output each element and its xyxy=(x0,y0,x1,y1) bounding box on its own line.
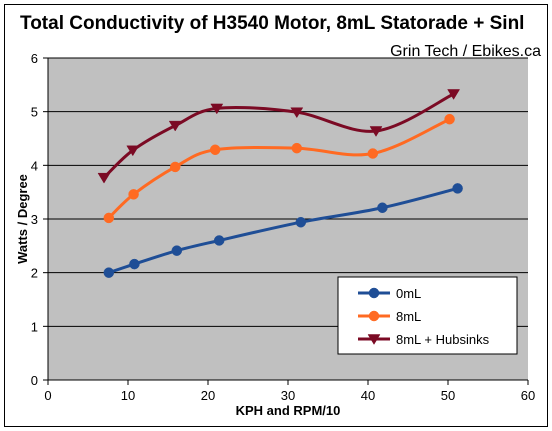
y-tick-label: 6 xyxy=(31,51,38,66)
data-point xyxy=(168,120,182,132)
x-tick-label: 50 xyxy=(441,388,455,403)
data-point xyxy=(171,245,183,256)
series-2 xyxy=(103,113,455,224)
chart-title: Total Conductivity of H3540 Motor, 8mL S… xyxy=(20,13,524,34)
y-tick-label: 3 xyxy=(31,212,38,227)
data-point xyxy=(213,235,225,246)
x-axis-title: KPH and RPM/10 xyxy=(236,403,341,418)
x-axis-ticks: 0 10 20 30 40 50 60 xyxy=(44,380,535,403)
x-tick-label: 30 xyxy=(281,388,295,403)
y-tick-label: 5 xyxy=(31,105,38,120)
data-point xyxy=(126,145,140,157)
data-point xyxy=(210,103,224,115)
x-tick-label: 20 xyxy=(201,388,215,403)
legend-label: 0mL xyxy=(396,286,421,301)
y-axis-ticks: 0 1 2 3 4 5 6 xyxy=(31,51,48,388)
x-tick-label: 40 xyxy=(361,388,375,403)
y-tick-label: 1 xyxy=(31,319,38,334)
legend-label: 8mL xyxy=(396,309,421,324)
data-point xyxy=(103,212,115,224)
y-axis-title: Watts / Degree xyxy=(15,174,30,264)
data-point xyxy=(295,216,307,228)
data-point xyxy=(103,267,115,278)
x-tick-label: 0 xyxy=(44,388,51,403)
y-tick-label: 0 xyxy=(31,373,38,388)
data-point xyxy=(291,142,303,154)
data-point xyxy=(129,258,140,270)
series-3 xyxy=(97,89,461,184)
data-point xyxy=(97,172,111,184)
y-tick-label: 2 xyxy=(31,266,38,281)
data-point xyxy=(209,144,221,156)
series-layer xyxy=(97,89,463,278)
legend: 0mL 8mL 8mL + Hubsinks xyxy=(337,276,518,355)
data-point xyxy=(452,183,463,194)
data-point xyxy=(377,202,388,213)
data-point xyxy=(128,189,139,200)
x-tick-label: 10 xyxy=(121,388,135,403)
data-point xyxy=(169,161,181,173)
data-point xyxy=(367,148,379,159)
series-1 xyxy=(103,183,463,278)
legend-swatch-marker xyxy=(368,310,380,322)
data-point xyxy=(444,113,455,125)
data-point xyxy=(290,107,304,119)
chart-subtitle: Grin Tech / Ebikes.ca xyxy=(390,43,541,60)
legend-label: 8mL + Hubsinks xyxy=(396,332,490,347)
data-point xyxy=(369,126,383,137)
y-tick-label: 4 xyxy=(31,158,38,173)
data-point xyxy=(447,89,461,100)
x-tick-label: 60 xyxy=(521,388,535,403)
legend-swatch-marker xyxy=(367,334,381,345)
legend-swatch-marker xyxy=(368,287,380,299)
